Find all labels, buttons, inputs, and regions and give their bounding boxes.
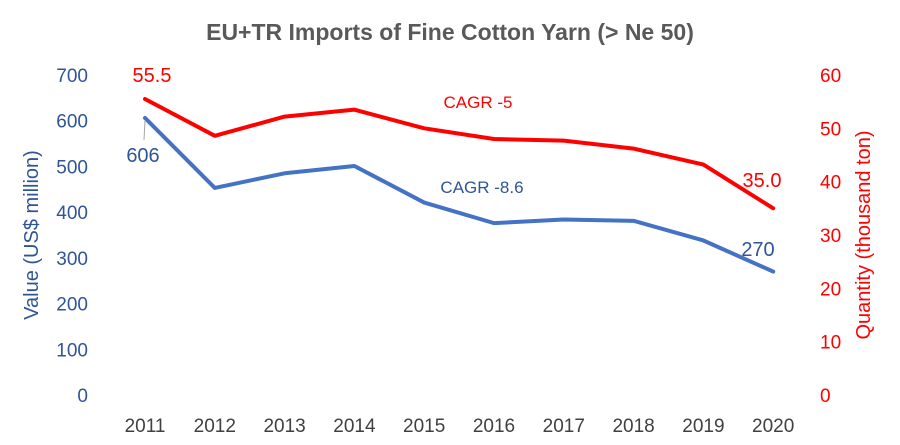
chart-title: EU+TR Imports of Fine Cotton Yarn (> Ne … bbox=[206, 19, 694, 45]
series-layer bbox=[143, 97, 776, 274]
data-label-leader bbox=[143, 119, 146, 141]
x-tick-label: 2017 bbox=[543, 416, 585, 437]
y-right-tick-label: 30 bbox=[820, 226, 841, 247]
y-left-tick-label: 500 bbox=[56, 157, 88, 178]
x-tick-label: 2012 bbox=[194, 416, 236, 437]
y-right-tick-label: 20 bbox=[820, 279, 841, 300]
y-right-tick-label: 40 bbox=[820, 173, 841, 194]
y-left-tick-label: 300 bbox=[56, 249, 88, 270]
y-left-tick-label: 200 bbox=[56, 295, 88, 316]
y-right-axis-title: Quantity (thousand ton) bbox=[853, 130, 875, 339]
data-label: 270 bbox=[741, 239, 774, 261]
data-label: 35.0 bbox=[743, 170, 782, 192]
y-left-tick-label: 400 bbox=[56, 203, 88, 224]
y-left-tick-label: 0 bbox=[77, 386, 88, 407]
data-label: 606 bbox=[126, 145, 159, 167]
y-right-tick-label: 10 bbox=[820, 333, 841, 354]
cagr-annotation: CAGR -8.6 bbox=[440, 178, 523, 197]
series-line-0 bbox=[143, 115, 776, 274]
x-tick-label: 2019 bbox=[682, 416, 724, 437]
axes-layer: 0 100 200 300 400 500 600 700 0 10 20 30 40 50 60 2011 2… bbox=[21, 66, 875, 437]
x-tick-label: 2011 bbox=[125, 416, 166, 437]
y-left-tick-label: 100 bbox=[56, 340, 88, 361]
x-tick-label: 2014 bbox=[333, 416, 376, 437]
x-tick-label: 2018 bbox=[612, 416, 654, 437]
x-tick-label: 2016 bbox=[473, 416, 515, 437]
x-tick-label: 2020 bbox=[752, 416, 794, 437]
x-tick-label: 2015 bbox=[403, 416, 445, 437]
y-right-tick-label: 60 bbox=[820, 66, 841, 87]
y-left-tick-label: 700 bbox=[56, 66, 88, 87]
labels-layer: 606 270 CAGR -8.6 55.5 35.0 CAGR -5 bbox=[126, 65, 781, 261]
y-right-tick-label: 50 bbox=[820, 119, 841, 140]
y-right-tick-label: 0 bbox=[820, 386, 831, 407]
data-label: 55.5 bbox=[133, 65, 172, 87]
y-left-tick-label: 600 bbox=[56, 112, 88, 133]
cagr-annotation: CAGR -5 bbox=[444, 93, 513, 112]
series-line-1 bbox=[143, 97, 776, 211]
x-tick-label: 2013 bbox=[263, 416, 305, 437]
y-left-axis-title: Value (US$ million) bbox=[21, 150, 43, 320]
